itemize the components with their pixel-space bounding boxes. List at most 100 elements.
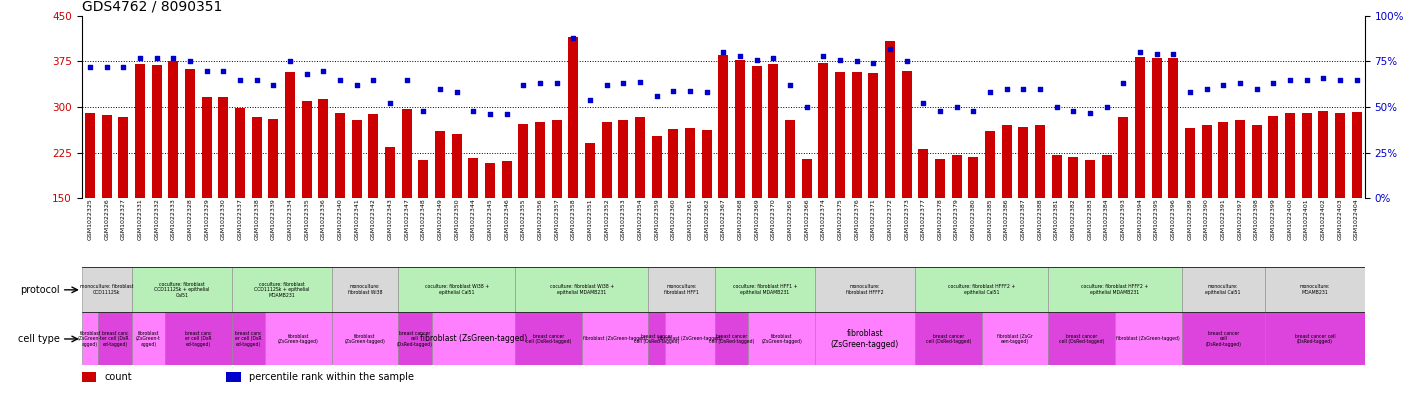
Point [979,89,1001,95]
Bar [651,136,661,198]
Bar [534,122,546,198]
Bar [515,312,582,365]
Bar [99,312,131,365]
Text: GSM1022385: GSM1022385 [987,198,993,240]
Bar [915,312,981,365]
Text: GSM1022371: GSM1022371 [871,198,876,240]
Text: GSM1022355: GSM1022355 [520,198,526,240]
Text: GSM1022370: GSM1022370 [771,198,776,240]
Text: GSM1022354: GSM1022354 [637,198,643,240]
Point [695,89,718,95]
Point [245,77,268,83]
Bar [1318,111,1328,198]
Point [1179,89,1201,95]
Bar [715,312,749,365]
Text: breast cancer
cell (DsRed-tagged): breast cancer cell (DsRed-tagged) [709,334,754,344]
Text: GSM1022336: GSM1022336 [321,198,326,240]
Bar [231,312,265,365]
Text: GSM1022353: GSM1022353 [620,198,626,240]
Point [1228,80,1251,86]
Bar [815,198,832,267]
Bar [431,198,448,267]
Bar [532,198,548,267]
Point [162,55,185,61]
Bar [869,73,878,198]
Point [1245,86,1268,92]
Point [529,80,551,86]
Bar [986,131,995,198]
Bar [498,198,515,267]
Bar [1198,198,1215,267]
Text: GSM1022344: GSM1022344 [471,198,477,241]
Text: GSM1022367: GSM1022367 [721,198,726,240]
Bar [969,157,979,198]
Point [1062,108,1084,114]
Text: GSM1022390: GSM1022390 [1204,198,1210,240]
Bar [1231,198,1248,267]
Bar [131,312,165,365]
Bar [615,198,632,267]
Bar [818,63,828,198]
Point [778,82,801,88]
Point [1196,86,1218,92]
Bar [935,159,945,198]
Point [179,58,202,64]
Text: GSM1022337: GSM1022337 [237,198,243,241]
Text: GSM1022378: GSM1022378 [938,198,942,240]
Bar [185,69,195,198]
Bar [399,267,515,312]
Bar [1218,122,1228,198]
Bar [1032,198,1048,267]
Point [479,111,502,118]
Bar [1182,267,1265,312]
Bar [815,267,915,312]
Bar [331,312,399,365]
Text: GSM1022388: GSM1022388 [1038,198,1042,240]
Bar [385,147,395,198]
Point [262,82,285,88]
Point [1045,104,1067,110]
Point [362,77,385,83]
Bar [165,312,231,365]
Bar [735,60,744,198]
Text: GSM1022380: GSM1022380 [970,198,976,240]
Bar [732,198,749,267]
Bar [681,198,698,267]
Bar [365,198,382,267]
Text: GSM1022325: GSM1022325 [87,198,93,240]
Text: GSM1022346: GSM1022346 [505,198,509,240]
Point [678,88,701,94]
Text: fibroblast
(ZsGreen-tagged): fibroblast (ZsGreen-tagged) [278,334,319,344]
Bar [1268,116,1279,198]
Bar [451,134,461,198]
Bar [551,121,561,198]
Text: GSM1022350: GSM1022350 [454,198,460,240]
Bar [1182,312,1265,365]
Text: GSM1022332: GSM1022332 [154,198,159,241]
Text: monoculture:
epithelial Cal51: monoculture: epithelial Cal51 [1206,285,1241,295]
Text: GSM1022329: GSM1022329 [204,198,209,241]
Bar [1118,118,1128,198]
Bar [135,64,145,198]
Point [846,58,869,64]
Text: GSM1022368: GSM1022368 [737,198,743,240]
Point [746,57,768,63]
Text: GSM1022399: GSM1022399 [1270,198,1276,241]
Point [663,88,685,94]
Text: coculture: fibroblast
CCD1112Sk + epithelial
Cal51: coculture: fibroblast CCD1112Sk + epithe… [154,281,210,298]
Text: GSM1022349: GSM1022349 [437,198,443,241]
Bar [568,37,578,198]
Text: percentile rank within the sample: percentile rank within the sample [250,372,415,382]
Text: monoculture:
fibroblast HFFF2: monoculture: fibroblast HFFF2 [846,285,884,295]
Bar [468,158,478,198]
Text: fibroblast (ZsGreen-tagged): fibroblast (ZsGreen-tagged) [658,336,722,342]
Text: GSM1022372: GSM1022372 [887,198,893,241]
Point [1012,86,1035,92]
Bar [485,163,495,198]
Bar [1101,154,1111,198]
Bar [199,198,216,267]
Bar [482,198,498,267]
Bar [1169,58,1179,198]
Bar [781,198,798,267]
Bar [815,312,915,365]
